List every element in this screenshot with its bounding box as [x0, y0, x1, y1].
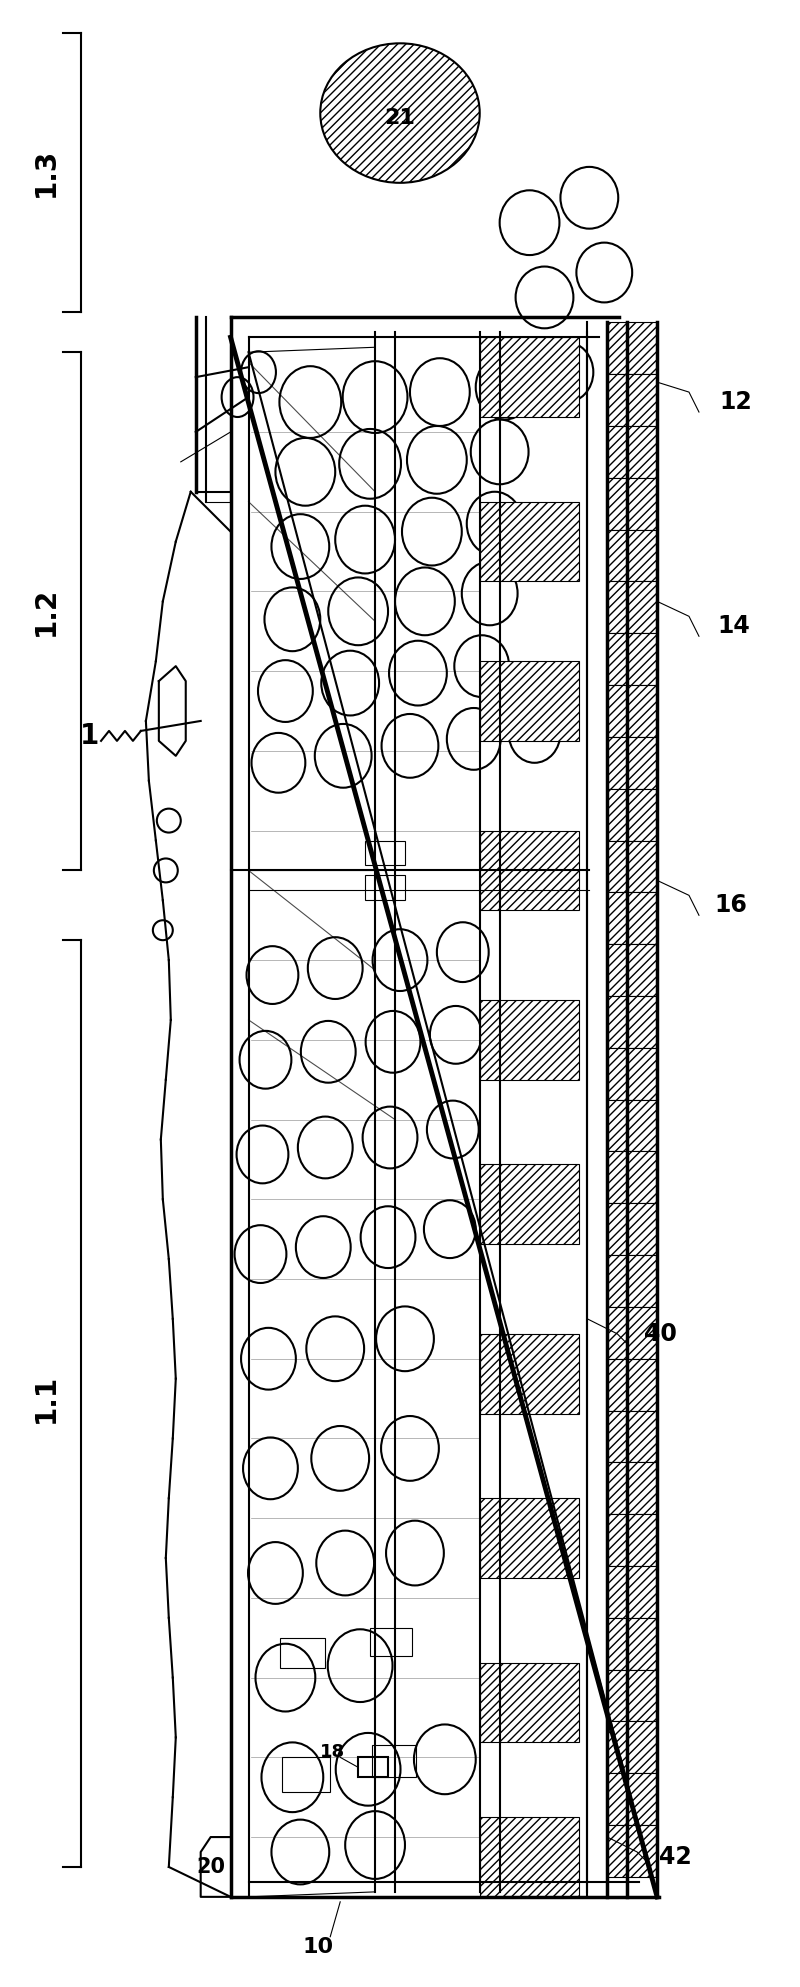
Bar — [281, 1637, 326, 1667]
Bar — [607, 1669, 657, 1721]
Text: 42: 42 — [659, 1846, 692, 1870]
Bar — [607, 789, 657, 841]
Bar — [607, 1256, 657, 1307]
Text: 1.1: 1.1 — [32, 1375, 60, 1423]
Bar — [480, 1498, 579, 1578]
Bar — [480, 831, 579, 910]
Bar — [480, 662, 579, 741]
Bar — [607, 322, 657, 374]
Bar — [607, 1307, 657, 1359]
Bar — [607, 582, 657, 634]
Text: 1.2: 1.2 — [32, 586, 60, 636]
Bar — [370, 1627, 412, 1655]
Bar — [365, 841, 405, 866]
Bar — [607, 1099, 657, 1150]
Bar — [607, 1047, 657, 1099]
Ellipse shape — [320, 44, 480, 183]
Bar — [480, 338, 579, 417]
Bar — [607, 531, 657, 582]
Bar — [480, 1164, 579, 1244]
Bar — [607, 892, 657, 944]
Text: 20: 20 — [196, 1858, 225, 1878]
Text: 18: 18 — [320, 1743, 345, 1760]
Bar — [607, 425, 657, 477]
Bar — [607, 944, 657, 995]
Bar — [480, 501, 579, 582]
Text: 14: 14 — [717, 614, 750, 638]
Bar — [607, 634, 657, 686]
Bar — [365, 876, 405, 900]
Bar — [282, 1757, 330, 1792]
Text: 21: 21 — [385, 107, 415, 127]
Bar — [607, 1721, 657, 1772]
Bar — [607, 1826, 657, 1878]
Bar — [372, 1745, 416, 1776]
Text: 1: 1 — [79, 721, 98, 749]
Bar — [607, 477, 657, 531]
Text: 12: 12 — [719, 389, 752, 413]
Bar — [607, 995, 657, 1047]
Bar — [607, 1150, 657, 1204]
Bar — [358, 1757, 388, 1776]
Bar — [607, 1617, 657, 1669]
Bar — [607, 686, 657, 737]
Bar — [607, 1566, 657, 1617]
Bar — [607, 374, 657, 425]
Bar — [607, 737, 657, 789]
Bar — [607, 1772, 657, 1826]
Bar — [607, 841, 657, 892]
Bar — [480, 1663, 579, 1743]
Text: 1.3: 1.3 — [32, 149, 60, 197]
Bar — [480, 999, 579, 1079]
Bar — [607, 1359, 657, 1411]
Bar — [607, 1462, 657, 1514]
Text: 16: 16 — [714, 894, 746, 918]
Text: 10: 10 — [302, 1937, 334, 1957]
Text: 40: 40 — [644, 1321, 677, 1345]
Bar — [607, 1514, 657, 1566]
Bar — [607, 1204, 657, 1256]
Bar — [607, 1411, 657, 1462]
Bar — [480, 1333, 579, 1413]
Bar — [480, 1818, 579, 1898]
